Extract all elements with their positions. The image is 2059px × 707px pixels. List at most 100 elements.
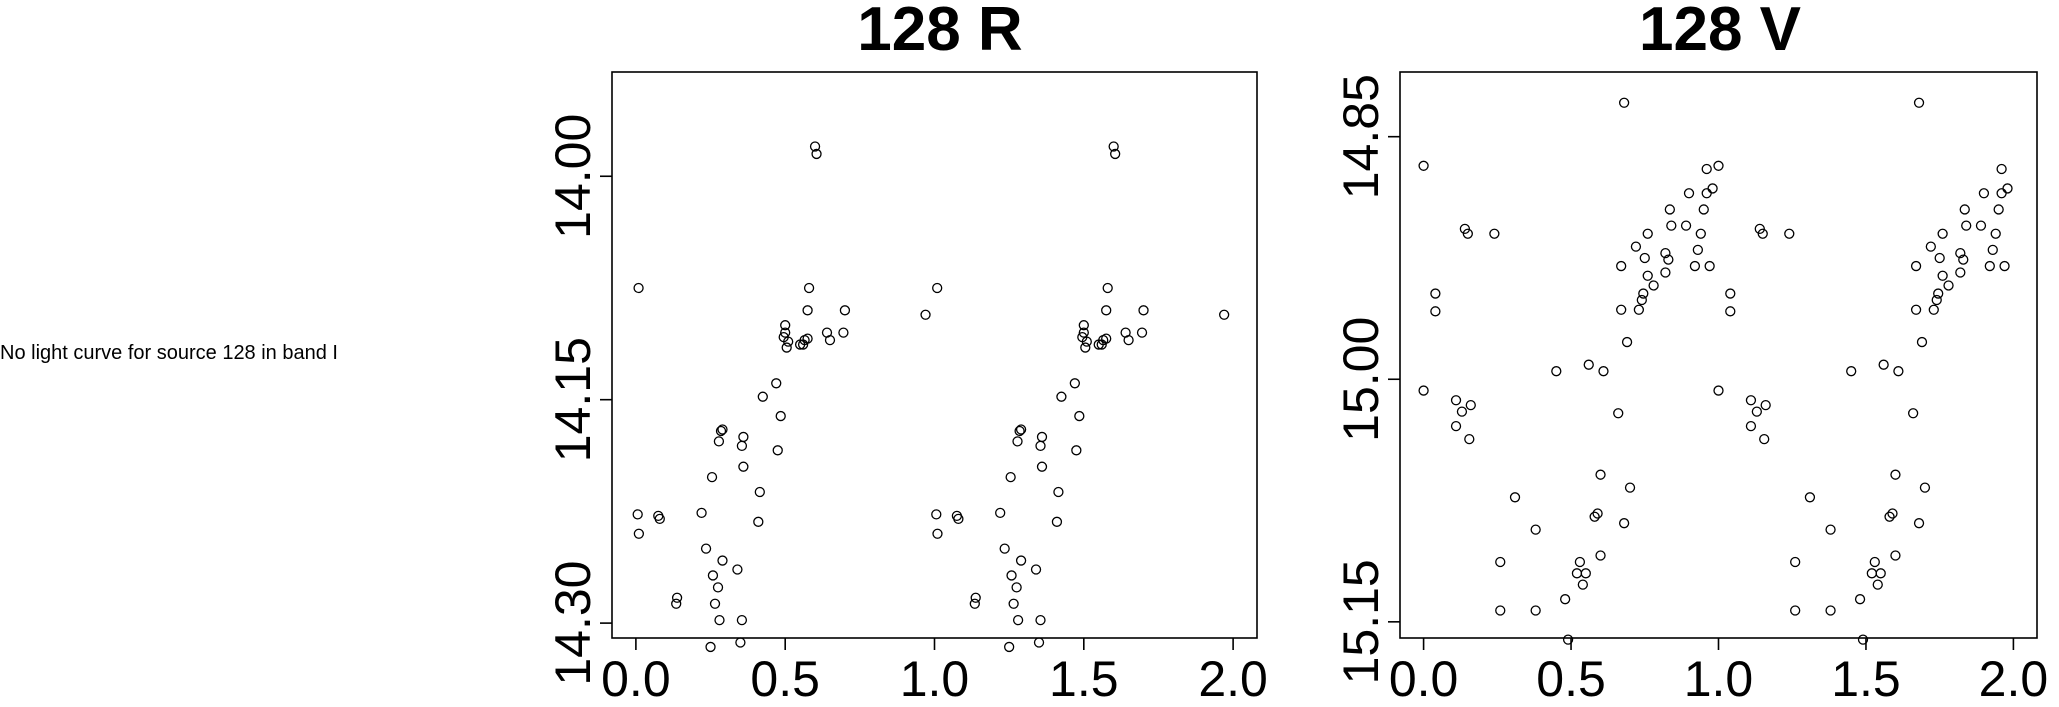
data-point	[1725, 288, 1736, 299]
data-point	[1804, 492, 1816, 503]
y-tick-label: 15.00	[1333, 317, 1389, 442]
plot-frame-v	[1399, 71, 2038, 639]
data-point	[1624, 482, 1636, 493]
data-point	[1660, 247, 1671, 259]
data-point	[707, 570, 719, 581]
data-point	[1751, 406, 1762, 417]
data-point	[735, 637, 746, 648]
data-point	[1745, 395, 1757, 406]
data-point	[953, 513, 964, 524]
data-point	[1866, 568, 1878, 579]
plot-panel-v: 128 V 0.0 0.5 1.0 1.5 2.0 14.85 15.00 15.15	[1333, 0, 2048, 707]
data-point	[1701, 188, 1712, 199]
data-point	[1955, 267, 1966, 278]
data-point	[1910, 260, 1922, 272]
data-point	[736, 440, 748, 452]
data-point	[1418, 160, 1429, 171]
data-point	[1036, 431, 1048, 443]
data-point	[1698, 204, 1709, 215]
data-point	[969, 598, 980, 609]
data-point	[1616, 260, 1627, 272]
data-point	[1825, 605, 1836, 616]
x-tick-label: 1.0	[900, 651, 970, 707]
data-point	[1919, 482, 1931, 493]
plot-frame-r	[611, 71, 1258, 639]
data-point	[715, 425, 727, 437]
data-point	[753, 516, 764, 527]
data-point	[1015, 555, 1027, 566]
y-tick-label: 15.15	[1333, 559, 1389, 684]
data-point	[771, 378, 782, 389]
data-point	[1011, 582, 1022, 593]
data-point	[1934, 252, 1945, 264]
data-point	[1913, 97, 1925, 108]
data-point	[1219, 309, 1230, 320]
data-point	[1101, 333, 1112, 344]
data-point	[1943, 280, 1954, 291]
data-point	[803, 282, 815, 294]
x-tick-label: 0.5	[750, 651, 820, 707]
data-point	[757, 391, 768, 402]
data-point	[1621, 336, 1633, 348]
data-point	[1707, 183, 1718, 194]
data-point	[1910, 304, 1922, 315]
data-point	[1592, 508, 1603, 519]
data-point	[802, 333, 813, 344]
data-point	[811, 148, 822, 160]
data-point	[1613, 408, 1624, 419]
data-point	[1636, 294, 1647, 306]
data-point	[809, 141, 821, 152]
data-point	[1692, 244, 1704, 256]
data-point	[632, 509, 643, 520]
data-point	[671, 592, 683, 603]
data-point	[932, 282, 943, 294]
data-point	[738, 431, 749, 443]
data-point	[1071, 445, 1082, 456]
data-point	[920, 309, 931, 320]
data-point	[2002, 183, 2013, 194]
data-point	[1102, 282, 1113, 294]
x-tick-label: 0.5	[1536, 651, 1606, 707]
data-point	[714, 614, 725, 626]
data-point	[1616, 304, 1627, 315]
data-point	[1869, 556, 1880, 568]
data-point	[1916, 336, 1928, 348]
data-point	[1110, 148, 1121, 160]
data-point	[1430, 306, 1441, 317]
data-point	[1530, 524, 1541, 535]
data-point	[713, 436, 725, 447]
data-point	[1984, 260, 1995, 272]
data-point	[712, 582, 724, 593]
data-point	[1108, 141, 1119, 152]
data-point	[1015, 424, 1027, 435]
x-tick-label: 1.5	[1831, 651, 1901, 707]
x-tick-label: 1.5	[1049, 651, 1119, 707]
data-point	[1574, 556, 1586, 568]
data-point	[1999, 260, 2010, 272]
data-point	[1450, 395, 1462, 406]
data-point	[1704, 260, 1715, 272]
data-point	[1074, 410, 1085, 422]
data-point	[1571, 568, 1583, 579]
data-point	[1509, 492, 1521, 503]
data-point	[802, 305, 813, 316]
data-point	[1937, 270, 1948, 281]
no-light-curve-message: No light curve for source 128 in band I	[0, 342, 338, 364]
y-tick-label: 14.85	[1333, 74, 1389, 199]
data-point	[1418, 385, 1429, 396]
data-point	[717, 555, 728, 566]
data-point	[1069, 378, 1080, 389]
data-point	[1955, 247, 1966, 259]
data-point	[1689, 260, 1701, 272]
data-point	[1123, 334, 1134, 346]
data-point	[1713, 385, 1724, 396]
data-point	[1663, 254, 1674, 265]
data-point	[1014, 425, 1025, 437]
data-point	[1759, 433, 1770, 445]
data-point	[1465, 399, 1476, 411]
data-point	[1583, 359, 1594, 370]
data-point	[1990, 228, 2001, 239]
data-point	[1530, 605, 1541, 616]
data-point	[736, 614, 748, 626]
